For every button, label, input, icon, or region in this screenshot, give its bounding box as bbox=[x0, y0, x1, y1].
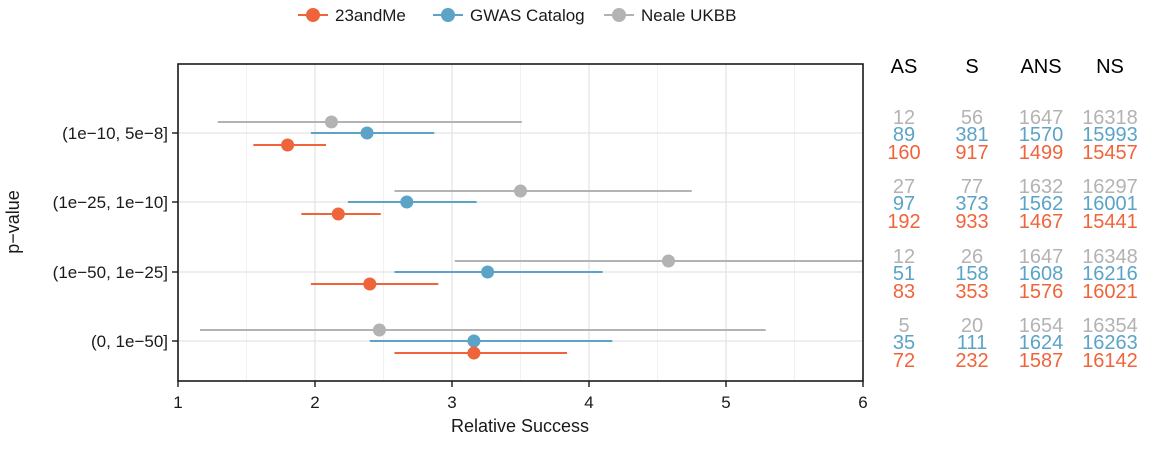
plot-panel-border bbox=[177, 63, 864, 382]
23andme-table-cell: 232 bbox=[955, 350, 988, 372]
y-axis-title: p−value bbox=[3, 190, 23, 254]
gwas-catalog-table-cell: 373 bbox=[955, 193, 988, 215]
x-tick-label: 2 bbox=[310, 393, 319, 412]
gwas-catalog-table-cell: 1562 bbox=[1019, 193, 1064, 215]
neale-ukbb-table-cell: 1647 bbox=[1019, 107, 1064, 129]
y-tick-label: (1e−25, 1e−10] bbox=[53, 193, 168, 212]
table-header: AS bbox=[891, 56, 918, 78]
neale-ukbb-table-cell: 26 bbox=[961, 246, 983, 268]
gwas-catalog-point bbox=[467, 334, 481, 348]
neale-ukbb-table-cell: 12 bbox=[893, 107, 915, 129]
gwas-catalog-table-cell: 89 bbox=[893, 124, 915, 146]
23andme-legend-label: 23andMe bbox=[335, 6, 406, 25]
y-tick-label: (1e−50, 1e−25] bbox=[53, 263, 168, 282]
neale-ukbb-legend-label: Neale UKBB bbox=[641, 6, 736, 25]
gwas-catalog-table-cell: 97 bbox=[893, 193, 915, 215]
x-tick-label: 6 bbox=[858, 393, 867, 412]
gwas-catalog-table-cell: 111 bbox=[957, 332, 987, 354]
grid-lines bbox=[177, 64, 864, 381]
23andme-table-cell: 192 bbox=[887, 211, 920, 233]
neale-ukbb-table-cell: 27 bbox=[893, 176, 915, 198]
neale-ukbb-table-cell: 77 bbox=[961, 176, 983, 198]
y-tick-label: (0, 1e−50] bbox=[91, 332, 168, 351]
gwas-catalog-legend-marker bbox=[441, 8, 455, 22]
23andme-point bbox=[467, 346, 481, 360]
neale-ukbb-table-cell: 16318 bbox=[1082, 107, 1138, 129]
23andme-point bbox=[281, 138, 295, 152]
gwas-catalog-table-cell: 16216 bbox=[1082, 263, 1138, 285]
neale-ukbb-point bbox=[372, 323, 386, 337]
23andme-table-cell: 15457 bbox=[1082, 142, 1138, 164]
neale-ukbb-table-cell: 1632 bbox=[1019, 176, 1064, 198]
neale-ukbb-table-cell: 12 bbox=[893, 246, 915, 268]
23andme-table-cell: 72 bbox=[893, 350, 915, 372]
gwas-catalog-table-cell: 1608 bbox=[1019, 263, 1064, 285]
gwas-catalog-point bbox=[481, 265, 495, 279]
23andme-table-cell: 1467 bbox=[1019, 211, 1064, 233]
x-tick-label: 5 bbox=[721, 393, 730, 412]
table-header: ANS bbox=[1020, 56, 1061, 78]
counts-table: AS S ANS NS 12 56 1647 16318 89 381 1570 15993 160 91… bbox=[887, 56, 1138, 372]
neale-ukbb-table-cell: 56 bbox=[961, 107, 983, 129]
23andme-table-cell: 1499 bbox=[1019, 142, 1064, 164]
23andme-table-cell: 1587 bbox=[1019, 350, 1064, 372]
gwas-catalog-legend-label: GWAS Catalog bbox=[470, 6, 585, 25]
gwas-catalog-table-cell: 15993 bbox=[1082, 124, 1138, 146]
x-axis-title: Relative Success bbox=[451, 416, 589, 436]
x-axis: 1 2 3 4 5 6 bbox=[173, 381, 868, 412]
neale-ukbb-point bbox=[661, 254, 675, 268]
gwas-catalog-table-cell: 1570 bbox=[1019, 124, 1064, 146]
23andme-point bbox=[331, 207, 345, 221]
gwas-catalog-table-cell: 51 bbox=[893, 263, 915, 285]
23andme-table-cell: 353 bbox=[955, 281, 988, 303]
neale-ukbb-table-cell: 1647 bbox=[1019, 246, 1064, 268]
23andme-table-cell: 16142 bbox=[1082, 350, 1138, 372]
neale-ukbb-point bbox=[324, 115, 338, 129]
23andme-legend-marker bbox=[306, 8, 320, 22]
gwas-catalog-table-cell: 158 bbox=[955, 263, 988, 285]
gwas-catalog-point bbox=[400, 195, 414, 209]
23andme-point bbox=[363, 277, 377, 291]
23andme-table-cell: 933 bbox=[955, 211, 988, 233]
neale-ukbb-point bbox=[514, 184, 527, 198]
neale-ukbb-legend-marker bbox=[612, 8, 626, 22]
table-header: S bbox=[965, 56, 978, 78]
x-tick-label: 4 bbox=[584, 393, 593, 412]
23andme-table-cell: 160 bbox=[887, 142, 920, 164]
23andme-table-cell: 1576 bbox=[1019, 281, 1064, 303]
x-tick-label: 1 bbox=[173, 393, 182, 412]
gwas-catalog-table-cell: 381 bbox=[955, 124, 988, 146]
neale-ukbb-table-cell: 16297 bbox=[1082, 176, 1138, 198]
x-tick-label: 3 bbox=[447, 393, 456, 412]
gwas-catalog-table-cell: 1624 bbox=[1019, 332, 1064, 354]
legend: 23andMe GWAS Catalog Neale UKBB bbox=[298, 6, 736, 25]
23andme-table-cell: 917 bbox=[955, 142, 988, 164]
neale-ukbb-table-cell: 5 bbox=[898, 315, 909, 337]
y-axis: (1e−10, 5e−8] (1e−25, 1e−10] (1e−50, 1e−25… bbox=[53, 124, 178, 351]
neale-ukbb-table-cell: 20 bbox=[961, 315, 983, 337]
table-header: NS bbox=[1096, 56, 1124, 78]
y-tick-label: (1e−10, 5e−8] bbox=[62, 124, 168, 143]
gwas-catalog-table-cell: 16001 bbox=[1082, 193, 1138, 215]
23andme-table-cell: 15441 bbox=[1082, 211, 1138, 233]
neale-ukbb-table-cell: 16348 bbox=[1082, 246, 1138, 268]
23andme-table-cell: 83 bbox=[893, 281, 915, 303]
chart-marks bbox=[199, 115, 863, 360]
neale-ukbb-table-cell: 1654 bbox=[1019, 315, 1064, 337]
23andme-table-cell: 16021 bbox=[1082, 281, 1138, 303]
neale-ukbb-table-cell: 16354 bbox=[1082, 315, 1138, 337]
gwas-catalog-point bbox=[360, 126, 374, 140]
gwas-catalog-table-cell: 35 bbox=[893, 332, 915, 354]
gwas-catalog-table-cell: 16263 bbox=[1082, 332, 1138, 354]
